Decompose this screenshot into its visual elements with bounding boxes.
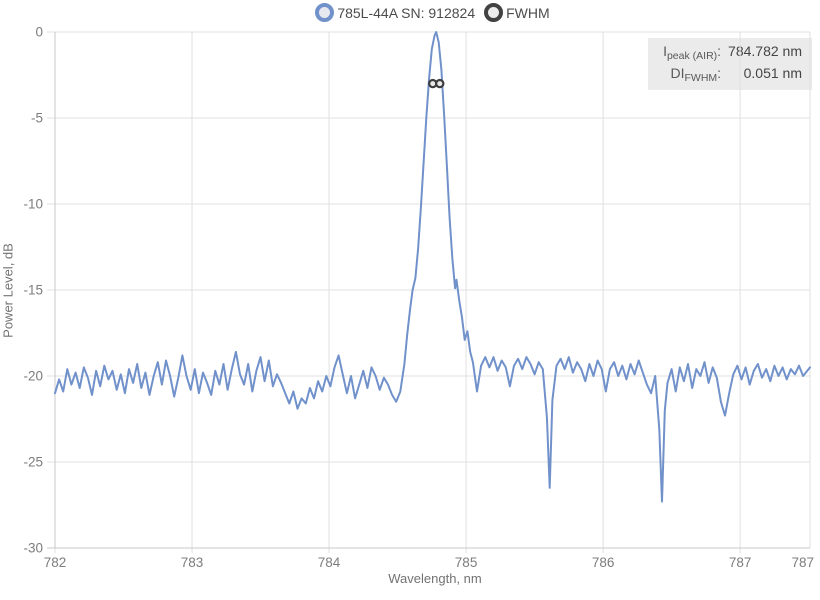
peak-wavelength-value: 784.782 nm bbox=[728, 43, 802, 59]
x-edge-tick-label: 787 bbox=[791, 555, 814, 570]
spectrum-line[interactable] bbox=[54, 31, 811, 503]
y-tick-label: 0 bbox=[35, 25, 43, 40]
y-axis-title: Power Level, dB bbox=[0, 243, 16, 338]
fwhm-marker-icon bbox=[484, 3, 504, 22]
x-axis-title: Wavelength, nm bbox=[388, 571, 482, 586]
series-marker-icon bbox=[315, 3, 335, 22]
x-tick-label: 782 bbox=[44, 555, 67, 570]
fwhm-left-point bbox=[428, 78, 438, 89]
chart-legend: 785L-44A SN: 912824 FWHM bbox=[55, 3, 810, 22]
y-tick-label: -25 bbox=[23, 455, 43, 470]
x-tick-label: 785 bbox=[455, 555, 478, 570]
y-tick-label: -15 bbox=[23, 283, 43, 298]
legend-item-series[interactable]: 785L-44A SN: 912824 bbox=[315, 3, 475, 22]
peak-info-box: Ipeak (AIR): 784.782 nm DIFWHM: 0.051 nm bbox=[648, 38, 812, 90]
legend-item-fwhm[interactable]: FWHM bbox=[484, 3, 550, 22]
series-legend-label: 785L-44A SN: 912824 bbox=[337, 4, 476, 21]
fwhm-width-label: DIFWHM: bbox=[670, 65, 722, 84]
y-tick-label: -10 bbox=[23, 197, 43, 212]
y-tick-label: -20 bbox=[23, 369, 43, 384]
x-tick-label: 787 bbox=[729, 555, 752, 570]
fwhm-width-value: 0.051 nm bbox=[743, 65, 802, 81]
fwhm-legend-label: FWHM bbox=[506, 4, 550, 21]
x-tick-label: 786 bbox=[592, 555, 615, 570]
y-tick-label: -30 bbox=[23, 541, 43, 556]
x-tick-label: 783 bbox=[181, 555, 204, 570]
y-tick-label: -5 bbox=[31, 111, 43, 126]
peak-wavelength-label: Ipeak (AIR): bbox=[663, 43, 722, 62]
x-tick-label: 784 bbox=[318, 555, 341, 570]
fwhm-right-point bbox=[435, 78, 445, 89]
